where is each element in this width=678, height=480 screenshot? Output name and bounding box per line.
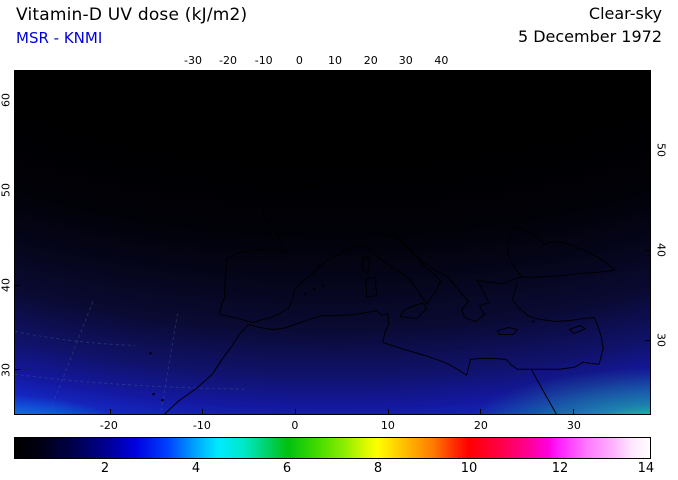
uv-dose-field xyxy=(15,71,650,414)
left-axis-tick xyxy=(15,190,20,192)
source-label: MSR - KNMI xyxy=(16,29,103,47)
left-axis-label: 40 xyxy=(0,277,12,292)
top-axis-tick xyxy=(263,71,265,76)
top-axis-tick xyxy=(299,71,301,76)
colorbar-tick-label: 12 xyxy=(551,461,569,476)
coastline-iberia xyxy=(218,248,285,324)
bottom-axis-tick xyxy=(109,409,111,414)
colorbar-tick-label: 4 xyxy=(191,461,201,476)
coastline-ireland xyxy=(232,151,263,179)
bottom-axis-label: 10 xyxy=(380,419,395,432)
top-axis-label: 30 xyxy=(398,54,413,67)
bottom-axis-tick xyxy=(295,409,297,414)
bottom-axis-label: -10 xyxy=(192,419,211,432)
condition-label: Clear-sky xyxy=(588,4,662,23)
left-axis-tick xyxy=(15,100,20,102)
coastline-france-north-europe xyxy=(261,123,355,254)
right-axis-label: 50 xyxy=(654,143,667,158)
bottom-axis-tick xyxy=(573,409,575,414)
map-frame xyxy=(14,70,651,415)
colorbar-gradient xyxy=(14,437,651,459)
left-axis-label: 60 xyxy=(0,93,12,107)
bottom-axis-tick xyxy=(480,409,482,414)
left-axis: 60 50 40 30 xyxy=(0,70,12,415)
coastline-black-sea xyxy=(506,226,616,278)
colorbar-tick-label: 2 xyxy=(100,461,110,476)
small-islands xyxy=(149,284,535,402)
bottom-axis-tick xyxy=(202,409,204,414)
coastlines-overlay xyxy=(15,114,616,414)
top-axis: -30 -20 -10 0 10 20 30 40 xyxy=(14,53,651,68)
colorbar-tick-label: 14 xyxy=(637,461,655,476)
bottom-axis-label: -20 xyxy=(99,419,118,432)
coastline-cyprus xyxy=(568,325,586,334)
top-axis-tick xyxy=(228,71,230,76)
page-title: Vitamin-D UV dose (kJ/m2) xyxy=(16,5,248,25)
coastline-turkey-levant-africa xyxy=(164,282,604,414)
right-axis-tick xyxy=(645,339,650,341)
right-axis-label: 30 xyxy=(654,333,667,348)
right-axis-label: 40 xyxy=(654,243,667,258)
right-axis-tick xyxy=(645,250,650,252)
date-label: 5 December 1972 xyxy=(517,27,662,46)
coastline-sardinia xyxy=(365,276,378,298)
left-axis-tick xyxy=(15,284,20,286)
colorbar-tick-label: 6 xyxy=(282,461,292,476)
bottom-axis: -20 -10 0 10 20 30 xyxy=(14,418,651,434)
header-right: Clear-sky 5 December 1972 xyxy=(518,4,662,46)
top-axis-label: 0 xyxy=(295,54,303,67)
coastline-crete xyxy=(496,327,518,335)
coastline-north-mediterranean xyxy=(251,232,522,324)
left-axis-label: 50 xyxy=(0,183,12,198)
right-axis: 50 40 30 xyxy=(654,70,667,415)
top-axis-label: -30 xyxy=(184,54,202,67)
colorbar-wrap: 2 4 6 8 10 12 14 xyxy=(14,437,654,477)
coastline-corsica xyxy=(361,255,371,275)
bottom-axis-label: 0 xyxy=(291,419,299,432)
top-axis-label: -10 xyxy=(254,54,273,67)
top-axis-tick xyxy=(193,71,195,76)
top-axis-label: 40 xyxy=(434,54,449,67)
colorbar-labels: 2 4 6 8 10 12 14 xyxy=(14,461,654,477)
coastline-sicily xyxy=(399,302,428,320)
top-axis-label: 10 xyxy=(328,54,343,67)
top-axis-tick xyxy=(405,71,407,76)
graticule-lines xyxy=(15,301,245,414)
colorbar-tick-label: 10 xyxy=(460,461,478,476)
colorbar-tick-label: 8 xyxy=(373,461,383,476)
left-axis-tick xyxy=(15,369,20,371)
top-axis-tick xyxy=(335,71,337,76)
bottom-axis-label: 20 xyxy=(473,419,488,432)
top-axis-tick xyxy=(370,71,372,76)
top-axis-label: 20 xyxy=(363,54,378,67)
left-axis-label: 30 xyxy=(0,363,12,378)
top-axis-tick xyxy=(441,71,443,76)
map-wrap: -30 -20 -10 0 10 20 30 40 -20 -10 0 10 20 30 60 50 40 3… xyxy=(0,54,667,432)
coastline-great-britain xyxy=(260,114,306,192)
right-axis-tick xyxy=(645,150,650,152)
border-line-northeast-africa xyxy=(530,368,557,414)
bottom-axis-tick xyxy=(387,409,389,414)
bottom-axis-label: 30 xyxy=(566,419,581,432)
top-axis-label: -20 xyxy=(219,54,238,67)
